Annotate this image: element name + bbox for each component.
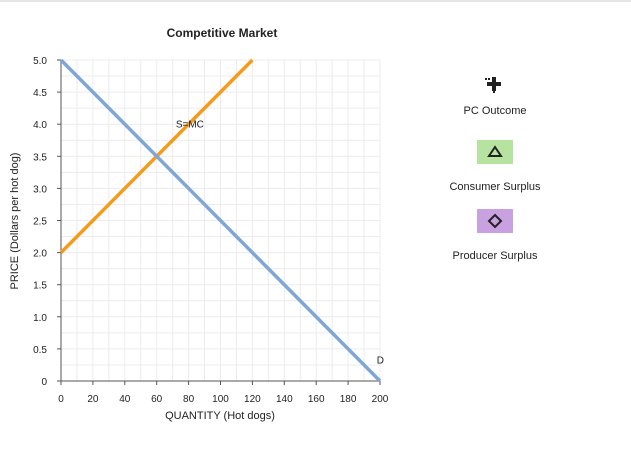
y-tick-label: 4.5 (33, 88, 47, 99)
consumer-surplus-label: Consumer Surplus (449, 181, 541, 193)
x-tick-label: 80 (183, 394, 195, 405)
y-tick-label: 3.5 (33, 152, 47, 163)
y-tick-label: 5.0 (33, 56, 47, 67)
producer-surplus-tool[interactable] (477, 209, 513, 233)
y-tick-label: 1.5 (33, 281, 47, 292)
triangle-icon (487, 145, 503, 157)
y-tick-label: 2.5 (33, 217, 47, 228)
legend-producer-surplus: Producer Surplus (420, 209, 570, 262)
x-tick-label: 40 (119, 394, 131, 405)
x-tick-label: 160 (308, 394, 325, 405)
y-tick-label: 1.0 (33, 313, 47, 324)
x-tick-label: 60 (151, 394, 163, 405)
pc-outcome-label: PC Outcome (463, 105, 527, 117)
chart-title: Competitive Market (167, 26, 278, 40)
x-tick-label: 200 (372, 394, 389, 405)
x-axis-label: QUANTITY (Hot dogs) (165, 410, 275, 422)
plus-marker-icon (485, 77, 501, 93)
producer-surplus-label: Producer Surplus (452, 250, 538, 262)
x-tick-label: 120 (244, 394, 261, 405)
supply-curve-label: S=MC (176, 119, 204, 130)
pc-outcome-tool[interactable] (485, 74, 505, 94)
x-tick-label: 140 (276, 394, 293, 405)
y-tick-label: 2.0 (33, 249, 47, 260)
x-tick-label: 180 (340, 394, 357, 405)
legend-pc-outcome: PC Outcome (420, 74, 570, 117)
demand-curve-label: D (377, 356, 384, 367)
demand-curve (59, 58, 382, 383)
legend-consumer-surplus: Consumer Surplus (420, 140, 570, 193)
consumer-surplus-tool[interactable] (477, 140, 513, 164)
x-tick-label: 100 (212, 394, 229, 405)
y-axis-label: PRICE (Dollars per hot dog) (9, 153, 21, 290)
x-tick-label: 0 (58, 394, 64, 405)
y-tick-label: 0 (41, 377, 47, 388)
y-tick-labels: 0 0.5 1.0 1.5 2.0 2.5 3.0 3.5 4.0 4.5 5.0 (33, 56, 61, 388)
x-tick-label: 20 (87, 394, 99, 405)
y-tick-label: 3.0 (33, 184, 47, 195)
y-tick-label: 4.0 (33, 120, 47, 131)
x-tick-labels: 0 20 40 60 80 100 120 140 160 180 200 (58, 381, 389, 405)
diamond-icon (487, 213, 503, 229)
y-tick-label: 0.5 (33, 345, 47, 356)
series-lines: S=MC D (59, 58, 384, 383)
top-border (0, 0, 631, 2)
